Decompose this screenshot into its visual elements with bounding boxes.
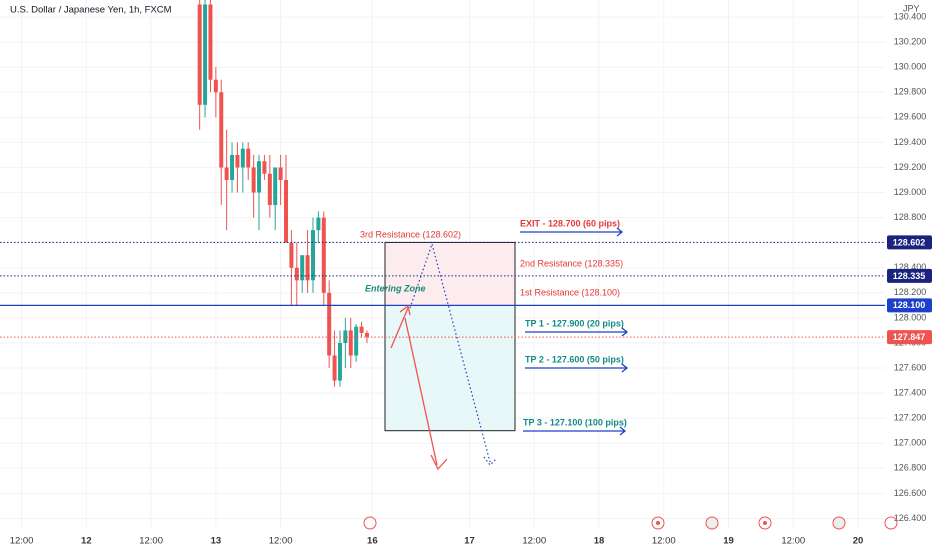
candle-body — [321, 217, 326, 293]
annotation-arrow — [525, 363, 629, 373]
y-tick-label: 126.800 — [894, 463, 927, 473]
candle-body — [230, 154, 235, 181]
y-tick-label: 128.000 — [894, 312, 927, 322]
y-tick-label: 127.200 — [894, 413, 927, 423]
annotation: TP 3 - 127.100 (100 pips) — [523, 417, 627, 427]
zone — [385, 242, 515, 306]
y-tick-label: 127.000 — [894, 438, 927, 448]
candle-body — [262, 161, 267, 174]
annotation: EXIT - 128.700 (60 pips) — [520, 218, 620, 228]
price-label: 127.847 — [893, 332, 926, 342]
price-label-bg — [887, 298, 932, 313]
y-tick-label: 127.400 — [894, 387, 927, 397]
x-tick-label: 12:00 — [781, 536, 805, 547]
x-tick-label: 12:00 — [10, 536, 34, 547]
price-label-bg — [887, 235, 932, 250]
currency: JPY — [903, 3, 920, 13]
x-tick-label: 12:00 — [269, 536, 293, 547]
x-tick-label: 18 — [594, 536, 605, 547]
axis: 126.400 126.600 126.800 127.000 127.200 127.4… — [10, 11, 932, 547]
candle-body — [343, 330, 348, 343]
y-tick-label: 128.400 — [894, 262, 927, 272]
zone — [385, 305, 515, 431]
candle-body — [337, 342, 342, 381]
y-tick-label: 127.600 — [894, 362, 927, 372]
y-tick-label: 130.000 — [894, 62, 927, 72]
x-tick-label: 13 — [211, 536, 222, 547]
event-icons — [363, 516, 898, 530]
red-arrow — [390, 304, 448, 471]
candle-body — [203, 4, 208, 105]
y-tick-label: 128.200 — [894, 287, 927, 297]
y-tick-label: 129.800 — [894, 87, 927, 97]
price-label-bg — [887, 268, 932, 283]
candle-body — [219, 92, 224, 168]
candle-body — [332, 355, 337, 381]
annotation-arrow — [525, 327, 629, 337]
candle-body — [235, 154, 240, 168]
annotation: Entering Zone — [365, 283, 426, 293]
candle-body — [359, 326, 364, 333]
y-tick-label: 129.000 — [894, 187, 927, 197]
annotation-arrow — [520, 227, 624, 237]
annotation: 3rd Resistance (128.602) — [360, 229, 461, 239]
candles — [197, 0, 369, 387]
candle-body — [213, 79, 218, 93]
candle-body — [284, 180, 289, 243]
y-tick-label: 128.800 — [894, 212, 927, 222]
candle-body — [197, 4, 202, 105]
candle-body — [267, 173, 272, 206]
x-tick-label: 17 — [464, 536, 475, 547]
annotation: TP 2 - 127.600 (50 pips) — [525, 354, 624, 364]
candle-body — [278, 167, 283, 181]
candle-body — [327, 292, 332, 356]
x-tick-label: 12:00 — [139, 536, 163, 547]
annotation-arrow — [523, 426, 627, 436]
price-label: 128.335 — [893, 271, 926, 281]
x-tick-label: 16 — [367, 536, 378, 547]
price-label: 128.602 — [893, 237, 926, 247]
y-tick-label: 126.400 — [894, 513, 927, 523]
price-lines — [0, 241, 885, 338]
zones — [384, 241, 516, 432]
candle-body — [364, 332, 369, 337]
candle-body — [300, 255, 305, 281]
y-tick-label: 129.400 — [894, 137, 927, 147]
candle-body — [240, 148, 245, 168]
candle-body — [257, 161, 262, 193]
x-tick-label: 12:00 — [652, 536, 676, 547]
y-tick-label: 129.200 — [894, 162, 927, 172]
x-tick-label: 19 — [723, 536, 734, 547]
y-tick-label: 129.600 — [894, 112, 927, 122]
candle-body — [310, 230, 315, 281]
candle-body — [316, 217, 321, 231]
x-tick-label: 12 — [81, 536, 92, 547]
candle-body — [251, 167, 256, 193]
x-tick-label: 20 — [853, 536, 864, 547]
price-label-bg — [887, 330, 932, 345]
candle-body — [348, 330, 353, 356]
annotations: EXIT - 128.700 (60 pips) 3rd Resistance (… — [360, 218, 629, 436]
annotation: TP 1 - 127.900 (20 pips) — [525, 318, 624, 328]
x-tick-label: 12:00 — [522, 536, 546, 547]
zone-frame — [384, 241, 516, 432]
candle-body — [273, 167, 278, 206]
annotation: 1st Resistance (128.100) — [520, 287, 620, 297]
blue-dotted-arrow — [409, 241, 498, 466]
candle-body — [208, 4, 213, 80]
chart-title: U.S. Dollar / Japanese Yen, 1h, FXCM — [10, 5, 172, 16]
price-label: 128.100 — [893, 300, 926, 310]
y-tick-label: 126.600 — [894, 488, 927, 498]
candle-body — [289, 242, 294, 268]
candle-body — [246, 148, 251, 168]
candle-body — [224, 167, 229, 181]
candle-body — [305, 255, 310, 281]
candle-body — [354, 326, 359, 356]
y-tick-label: 130.400 — [894, 11, 927, 21]
annotation: 2nd Resistance (128.335) — [520, 258, 623, 268]
y-tick-label: 130.200 — [894, 36, 927, 46]
candle-body — [294, 267, 299, 281]
